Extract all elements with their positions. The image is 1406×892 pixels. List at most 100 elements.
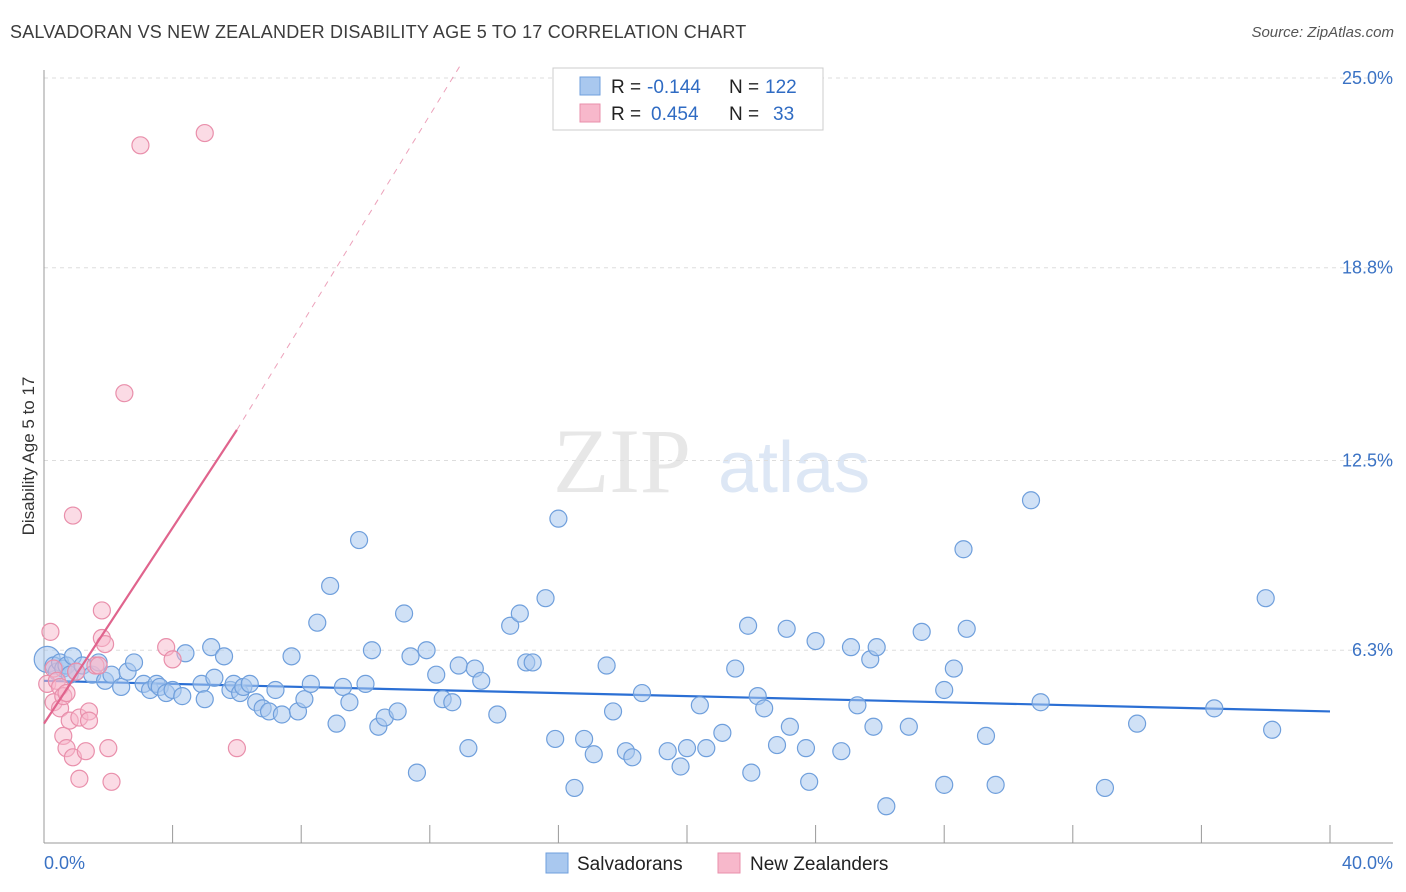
salvadorans-point xyxy=(449,656,468,675)
salvadorans-point xyxy=(443,693,462,712)
salvadorans-point xyxy=(565,778,584,798)
salvadorans-point xyxy=(488,705,507,724)
salvadorans-point xyxy=(417,641,436,660)
y-axis-label: Disability Age 5 to 17 xyxy=(19,377,38,536)
legend-n-value-pink: 33 xyxy=(773,104,794,125)
gridlines xyxy=(44,77,1393,651)
y-tick-label: 12.5% xyxy=(1342,451,1393,471)
salvadorans-points xyxy=(33,491,1282,816)
salvadorans-point xyxy=(340,693,359,712)
salvadorans-point xyxy=(848,696,867,715)
salvadorans-point xyxy=(523,653,542,672)
salvadorans-point xyxy=(935,775,954,794)
salvadorans-point xyxy=(407,763,427,782)
salvadorans-point xyxy=(240,674,259,693)
salvadorans-point xyxy=(832,742,851,761)
legend: R = -0.144 N = 122 R = 0.454 N = 33 xyxy=(552,67,824,131)
salvadorans-point xyxy=(459,739,478,758)
salvadorans-point xyxy=(388,702,407,721)
salvadorans-point xyxy=(501,616,520,635)
legend-n-label-pink: N = xyxy=(729,104,759,125)
salvadorans-point xyxy=(173,687,192,706)
salvadorans-point xyxy=(327,714,346,733)
salvadorans-point xyxy=(796,739,816,758)
salvadorans-point xyxy=(472,671,491,690)
y-tick-label: 6.3% xyxy=(1352,640,1393,660)
salvadorans-point xyxy=(690,696,709,715)
new-zealanders-point xyxy=(115,384,134,403)
salvadorans-point xyxy=(780,717,799,736)
salvadorans-point xyxy=(713,723,732,742)
new-zealanders-point xyxy=(131,136,150,155)
bottom-legend-label-blue: Salvadorans xyxy=(577,854,683,875)
salvadorans-point xyxy=(427,665,446,684)
salvadorans-point xyxy=(738,616,758,635)
salvadorans-point xyxy=(308,613,327,632)
salvadorans-point xyxy=(944,659,963,678)
salvadorans-point xyxy=(1127,714,1147,733)
salvadorans-point xyxy=(986,775,1005,794)
x-axis-ticks xyxy=(172,825,1331,843)
salvadorans-point xyxy=(935,680,954,700)
salvadorans-point xyxy=(867,638,886,657)
salvadorans-point xyxy=(1095,778,1115,798)
salvadorans-point xyxy=(510,604,529,623)
salvadorans-point xyxy=(394,604,414,623)
salvadorans-point xyxy=(1021,491,1041,510)
salvadorans-point xyxy=(575,729,594,749)
salvadorans-point xyxy=(1256,589,1275,608)
salvadorans-point xyxy=(362,641,382,660)
salvadorans-point xyxy=(321,576,340,596)
new-zealanders-point xyxy=(76,742,95,761)
salvadorans-point xyxy=(677,739,697,758)
salvadorans-point xyxy=(1031,693,1050,712)
salvadorans-point xyxy=(333,677,353,697)
new-zealanders-point xyxy=(79,711,99,730)
salvadorans-point xyxy=(777,619,796,638)
legend-r-value-blue: -0.144 xyxy=(647,77,701,98)
legend-swatch-blue xyxy=(579,76,601,96)
chart-title: SALVADORAN VS NEW ZEALANDER DISABILITY A… xyxy=(10,22,747,42)
x-tick-label-min: 0.0% xyxy=(44,853,85,873)
salvadorans-point xyxy=(671,757,690,776)
salvadorans-point xyxy=(806,631,825,651)
salvadorans-point xyxy=(976,726,996,746)
new-zealanders-points xyxy=(38,62,463,791)
salvadorans-point xyxy=(301,674,320,693)
salvadorans-point xyxy=(726,659,745,678)
salvadorans-point xyxy=(800,772,819,791)
new-zealanders-point xyxy=(195,123,214,143)
salvadorans-point xyxy=(356,674,375,693)
x-tick-label-max: 40.0% xyxy=(1342,853,1393,873)
legend-n-value-blue: 122 xyxy=(765,77,797,98)
salvadorans-point xyxy=(1263,720,1282,739)
salvadorans-point xyxy=(546,729,565,749)
new-zealanders-point xyxy=(163,650,182,669)
salvadorans-point xyxy=(597,656,616,675)
bottom-legend-swatch-blue xyxy=(545,852,569,874)
new-zealanders-point xyxy=(70,769,89,788)
salvadorans-point xyxy=(401,647,420,666)
new-zealanders-point xyxy=(92,601,111,620)
watermark-atlas: atlas xyxy=(718,428,870,508)
salvadorans-point xyxy=(349,530,369,550)
source-attribution: Source: ZipAtlas.com xyxy=(1251,24,1394,41)
new-zealanders-trend-line xyxy=(43,429,238,725)
salvadorans-point xyxy=(767,735,787,755)
new-zealanders-point xyxy=(99,739,118,758)
salvadorans-point xyxy=(202,638,221,657)
new-zealanders-point xyxy=(41,622,60,641)
salvadorans-point xyxy=(954,540,973,559)
new-zealanders-point xyxy=(227,739,246,758)
legend-r-value-pink: 0.454 xyxy=(651,104,699,125)
salvadorans-point xyxy=(658,742,677,761)
salvadorans-point xyxy=(549,509,568,528)
salvadorans-point xyxy=(912,622,931,641)
salvadorans-point xyxy=(755,699,774,718)
salvadorans-point xyxy=(697,739,716,758)
salvadorans-point xyxy=(272,705,292,724)
salvadorans-point xyxy=(632,683,652,703)
bottom-legend: Salvadorans New Zealanders xyxy=(545,852,888,875)
salvadorans-point xyxy=(205,668,224,687)
new-zealanders-trend-extension xyxy=(236,62,463,431)
